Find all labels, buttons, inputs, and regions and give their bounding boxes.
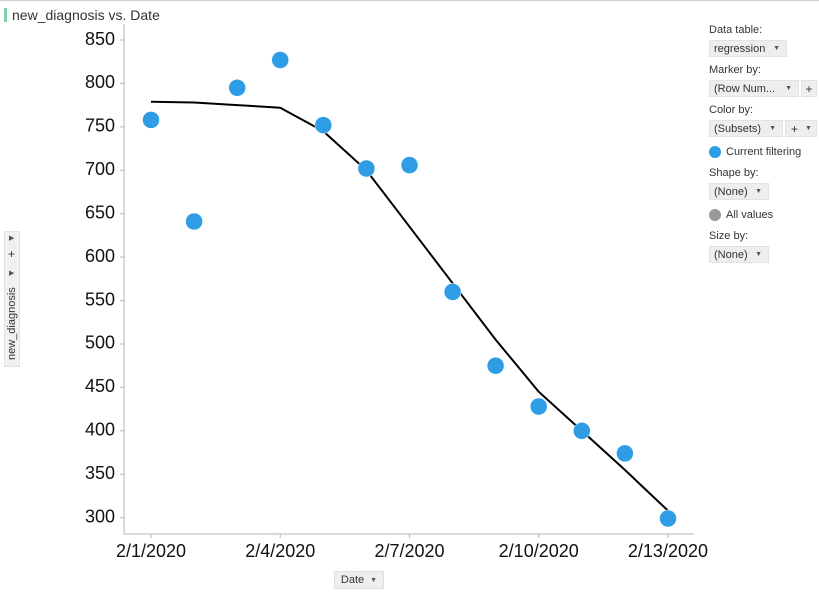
data-table-dropdown[interactable]: regression ▼	[709, 40, 787, 57]
plus-icon: +	[791, 121, 799, 136]
data-point[interactable]	[357, 159, 376, 178]
plus-icon: +	[805, 81, 813, 96]
y-tick-label: 350	[85, 463, 115, 483]
x-tick-label: 2/10/2020	[499, 541, 579, 561]
data-table-value: regression	[714, 42, 766, 55]
data-point[interactable]	[529, 397, 548, 416]
data-point[interactable]	[400, 156, 419, 174]
marker-by-value: (Row Num...	[714, 82, 776, 95]
chevron-down-icon: ▼	[755, 188, 762, 195]
data-point[interactable]	[443, 283, 462, 301]
y-tick-label: 750	[85, 116, 115, 136]
y-axis-add-icon[interactable]: +	[8, 247, 16, 261]
y-tick-label: 700	[85, 159, 115, 179]
legend-all-values[interactable]: All values	[709, 209, 773, 221]
y-axis-label[interactable]: new_diagnosis	[6, 287, 18, 360]
x-tick-label: 2/1/2020	[116, 541, 186, 561]
top-border	[0, 0, 819, 1]
data-table-label: Data table:	[709, 24, 763, 36]
size-by-value: (None)	[714, 248, 748, 261]
data-point[interactable]	[659, 509, 677, 528]
chevron-down-icon: ▼	[370, 576, 378, 584]
visualization-title-bar: new_diagnosis vs. Date	[4, 7, 160, 23]
y-tick-label: 800	[85, 72, 115, 92]
shape-by-dropdown[interactable]: (None) ▼	[709, 183, 769, 200]
marker-by-label: Marker by:	[709, 64, 761, 76]
y-tick-label: 550	[85, 289, 115, 309]
marker-by-add-button[interactable]: +	[801, 80, 817, 97]
data-point[interactable]	[486, 356, 505, 375]
data-point[interactable]	[228, 79, 246, 97]
title-accent	[4, 8, 7, 22]
shape-by-label: Shape by:	[709, 167, 759, 179]
y-tick-label: 600	[85, 246, 115, 266]
color-by-value: (Subsets)	[714, 122, 762, 135]
legend-current-filtering[interactable]: Current filtering	[709, 146, 801, 158]
data-point[interactable]	[616, 444, 634, 463]
y-axis-expand-icon[interactable]: ▶	[9, 235, 15, 242]
all-values-marker-icon	[709, 209, 721, 221]
chevron-down-icon: ▼	[755, 251, 762, 258]
y-axis-menu-icon[interactable]: ▶	[9, 270, 15, 277]
marker-by-dropdown[interactable]: (Row Num... ▼	[709, 80, 799, 97]
x-axis-selector[interactable]: Date ▼	[334, 571, 384, 589]
x-tick-label: 2/13/2020	[628, 541, 708, 561]
chevron-down-icon: ▼	[805, 125, 812, 132]
chevron-down-icon: ▼	[773, 45, 780, 52]
data-point[interactable]	[142, 111, 160, 129]
chevron-down-icon: ▼	[785, 85, 792, 92]
shape-by-value: (None)	[714, 185, 748, 198]
color-by-dropdown[interactable]: (Subsets) ▼	[709, 120, 783, 137]
y-tick-label: 650	[85, 202, 115, 222]
x-tick-label: 2/4/2020	[245, 541, 315, 561]
x-tick-label: 2/7/2020	[374, 541, 444, 561]
data-point[interactable]	[573, 422, 591, 440]
current-filtering-label: Current filtering	[726, 146, 802, 158]
y-tick-label: 850	[85, 29, 115, 49]
color-by-label: Color by:	[709, 104, 754, 116]
y-tick-label: 400	[85, 420, 115, 440]
size-by-label: Size by:	[709, 230, 749, 242]
chevron-down-icon: ▼	[769, 125, 776, 132]
current-filtering-marker-icon	[709, 146, 721, 158]
y-axis-selector[interactable]: ▶ + ▶ new_diagnosis	[4, 231, 20, 367]
y-tick-label: 500	[85, 333, 115, 353]
size-by-dropdown[interactable]: (None) ▼	[709, 246, 769, 263]
x-axis-label: Date	[340, 574, 365, 586]
data-point[interactable]	[271, 51, 289, 69]
y-tick-label: 450	[85, 376, 115, 396]
visualization-title: new_diagnosis vs. Date	[12, 7, 160, 23]
data-point[interactable]	[314, 116, 333, 134]
data-point[interactable]	[185, 212, 203, 231]
all-values-label: All values	[726, 209, 774, 221]
y-tick-label: 300	[85, 506, 115, 526]
color-by-add-button[interactable]: + ▼	[785, 120, 817, 137]
